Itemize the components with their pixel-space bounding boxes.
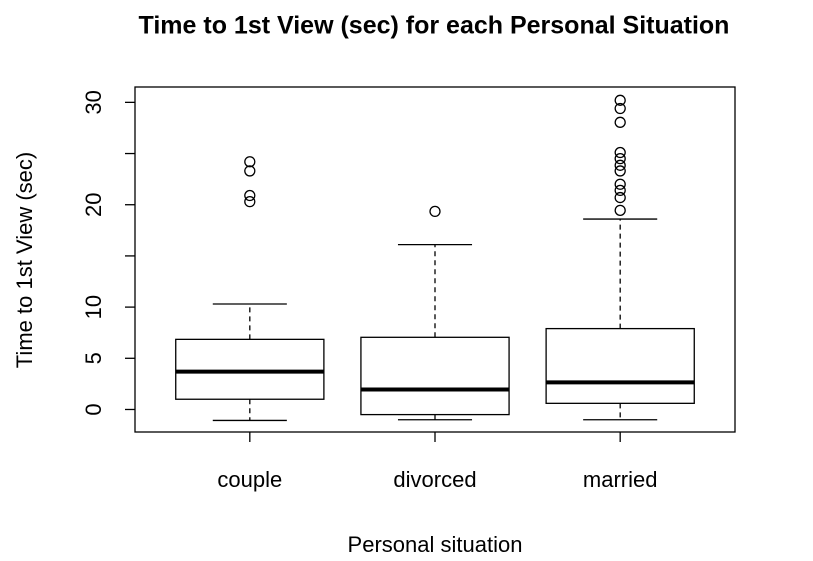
outlier	[614, 153, 626, 165]
outlier	[614, 184, 626, 197]
outlier	[614, 191, 626, 204]
outlier	[614, 165, 626, 177]
outlier	[244, 165, 256, 177]
outlier	[244, 189, 256, 202]
y-tick-label: 0	[81, 403, 106, 415]
box	[545, 327, 695, 404]
x-axis-label: Personal situation	[348, 532, 523, 557]
outlier	[614, 116, 626, 128]
y-tick-label: 20	[81, 192, 106, 216]
outlier	[614, 204, 626, 217]
y-tick-label: 10	[81, 295, 106, 319]
y-tick-label: 30	[81, 90, 106, 114]
outlier	[429, 205, 441, 218]
y-axis-label: Time to 1st View (sec)	[12, 152, 37, 368]
box	[175, 338, 325, 400]
outlier	[614, 178, 626, 190]
x-tick-label: couple	[217, 467, 282, 492]
outlier	[614, 159, 626, 171]
outlier	[244, 196, 256, 208]
chart-title: Time to 1st View (sec) for each Personal…	[139, 12, 730, 40]
outlier	[614, 94, 626, 106]
outlier	[244, 156, 256, 168]
outlier	[614, 146, 626, 159]
y-tick-label: 5	[81, 352, 106, 364]
x-tick-label: married	[583, 467, 658, 492]
box	[360, 336, 510, 416]
outlier	[614, 102, 626, 115]
x-tick-label: divorced	[393, 467, 476, 492]
